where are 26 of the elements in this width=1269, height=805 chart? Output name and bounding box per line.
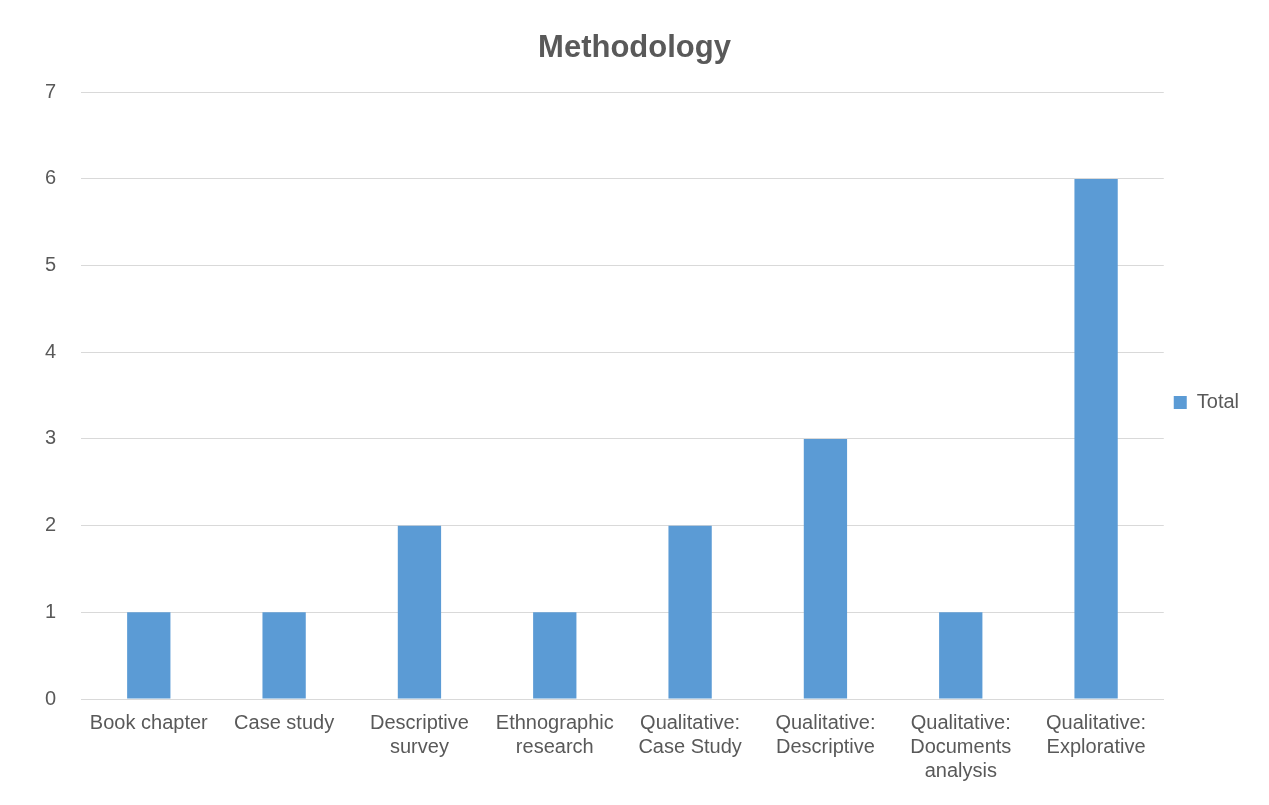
x-tick-label: Ethnographic research bbox=[495, 710, 614, 757]
y-tick-label: 7 bbox=[45, 79, 57, 102]
y-tick-label: 2 bbox=[45, 513, 57, 536]
y-tick-label: 3 bbox=[45, 426, 57, 449]
y-tick-label: 6 bbox=[45, 166, 57, 189]
bar bbox=[1074, 178, 1118, 699]
bar bbox=[533, 612, 577, 699]
bar bbox=[668, 525, 712, 699]
x-tick-label: Case study bbox=[234, 710, 335, 733]
chart-title: Methodology bbox=[538, 29, 732, 65]
y-tick-label: 1 bbox=[45, 599, 57, 622]
x-tick-label: Qualitative: Descriptive bbox=[775, 710, 876, 757]
bar bbox=[939, 612, 983, 699]
y-tick-label: 0 bbox=[45, 686, 57, 709]
bar bbox=[127, 612, 171, 699]
bar bbox=[262, 612, 306, 699]
x-tick-label: Descriptive survey bbox=[369, 710, 469, 757]
bar bbox=[803, 438, 848, 699]
x-tick-label: Qualitative: Documents analysis bbox=[910, 710, 1012, 781]
legend-label: Total bbox=[1196, 390, 1239, 413]
y-tick-label: 5 bbox=[45, 253, 57, 276]
y-tick-label: 4 bbox=[45, 339, 57, 362]
x-tick-label: Qualitative: Case Study bbox=[638, 710, 742, 757]
x-tick-label: Book chapter bbox=[89, 710, 209, 733]
x-tick-label: Qualitative: Explorative bbox=[1046, 710, 1147, 757]
bar bbox=[397, 525, 442, 699]
